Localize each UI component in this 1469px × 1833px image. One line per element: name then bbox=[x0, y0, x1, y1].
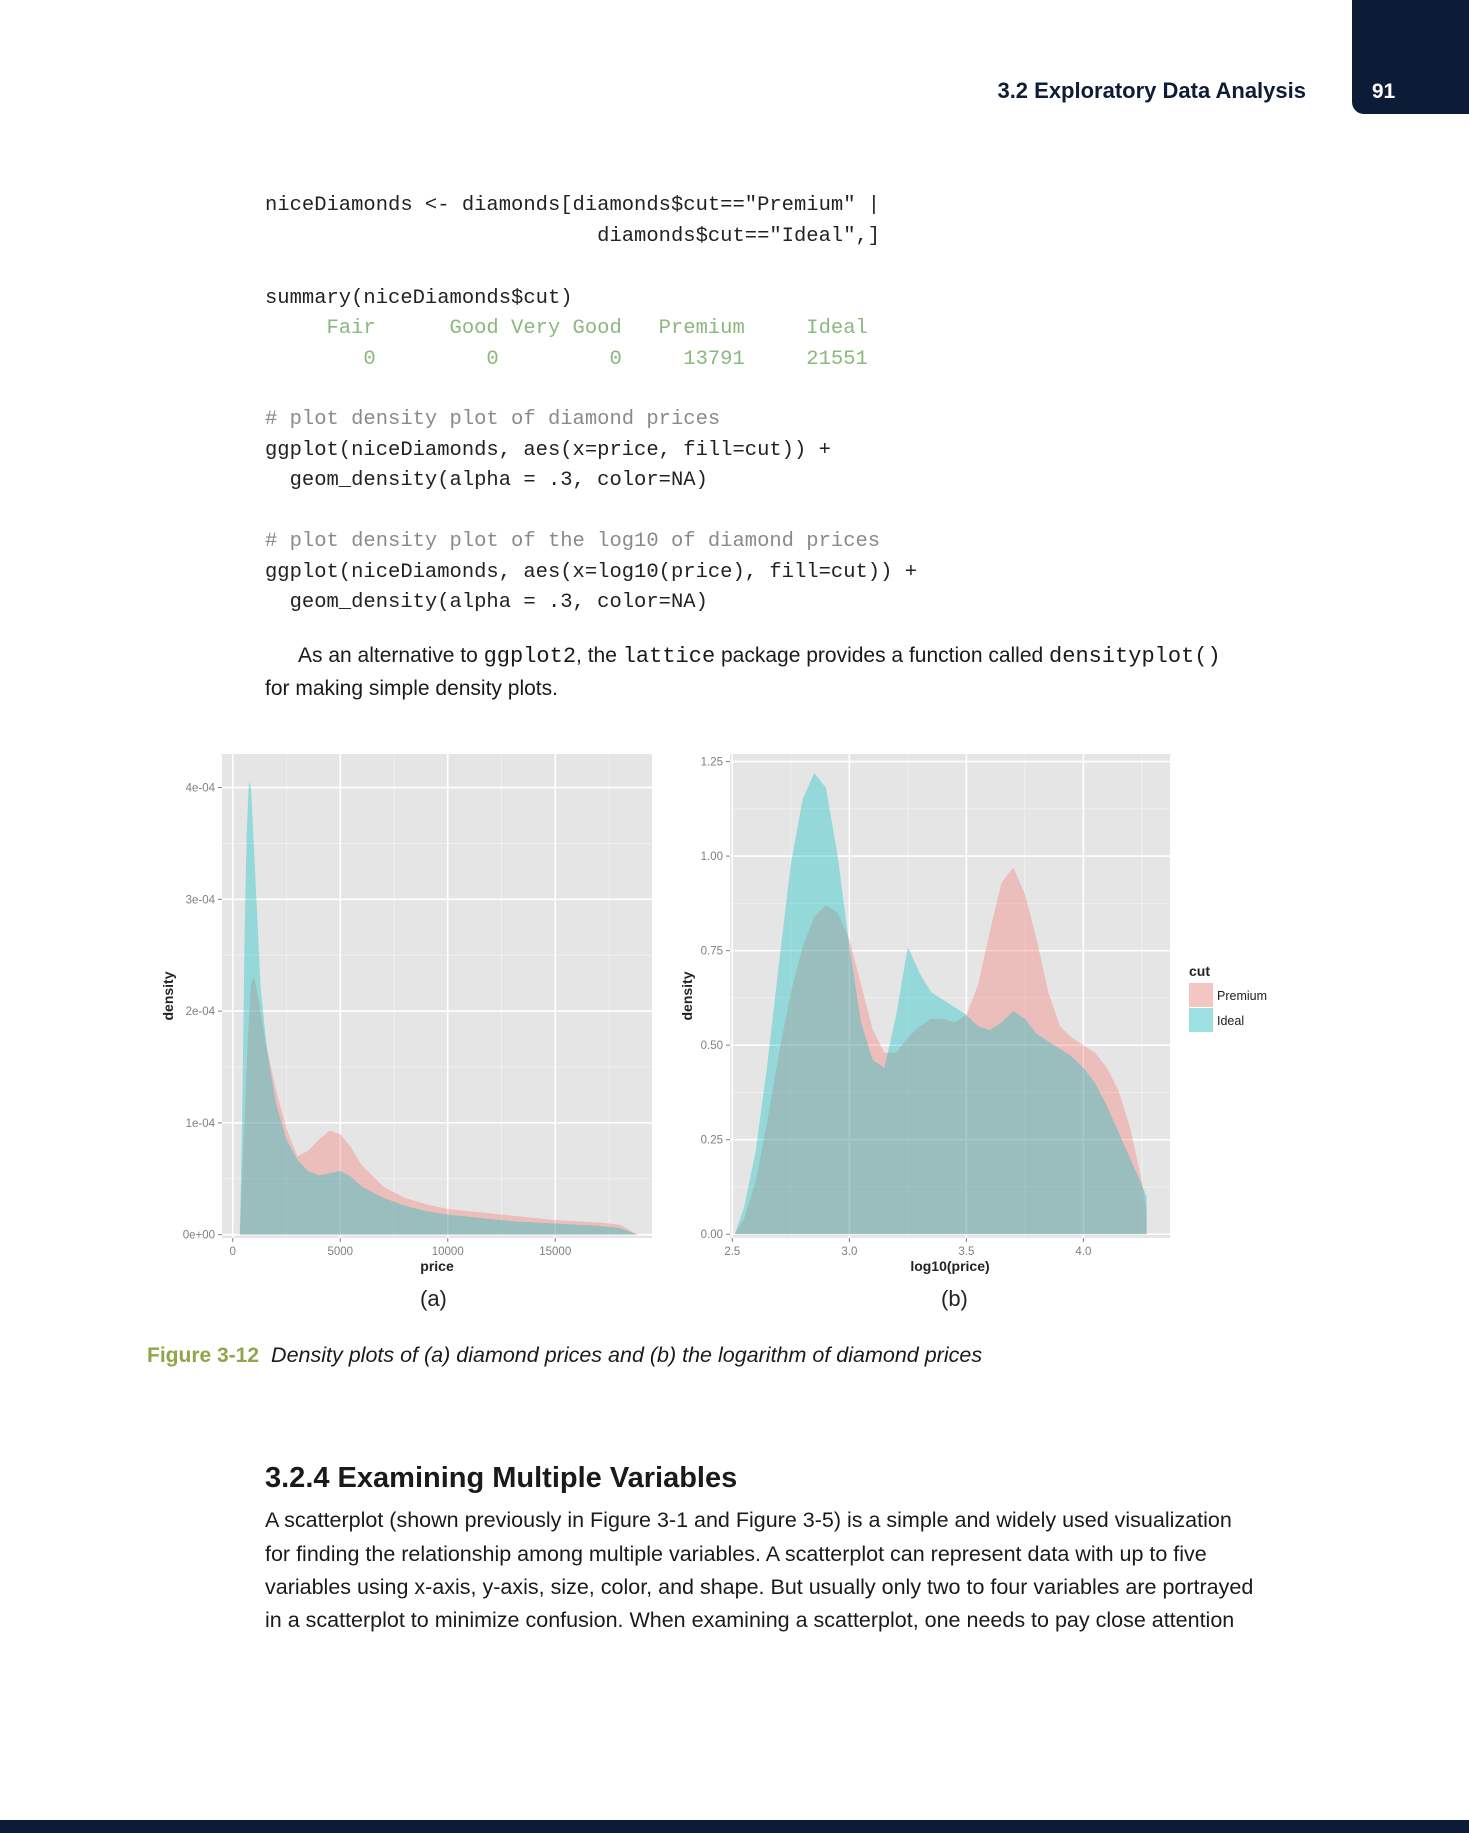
price-chart-x-tick-label: 15000 bbox=[539, 1246, 571, 1258]
page-number-tab bbox=[1352, 0, 1469, 114]
price-chart-x-tick-label: 10000 bbox=[432, 1246, 464, 1258]
density-figure: 0 5000 10000 15000 0e+00 1e-04 2e-04 3e-04 4e-04… bbox=[160, 754, 1267, 1274]
price-chart-y-tick-label: 4e-04 bbox=[186, 783, 216, 795]
paragraph-line-2: for making simple density plots. bbox=[265, 677, 558, 700]
code-comment: # plot density plot of the log10 of diam… bbox=[265, 530, 881, 553]
running-header-title: 3.2 Exploratory Data Analysis bbox=[997, 78, 1306, 103]
section-heading: 3.2.4 Examining Multiple Variables bbox=[265, 1462, 738, 1494]
log-price-chart-x-tick-label: 3.0 bbox=[841, 1246, 857, 1258]
figure-caption: Figure 3-12 Density plots of (a) diamond … bbox=[147, 1343, 982, 1368]
log-price-chart-y-tick-label: 0.75 bbox=[701, 946, 723, 958]
log-price-chart-x-axis-label: log10(price) bbox=[910, 1258, 989, 1274]
legend-swatch-premium bbox=[1189, 983, 1213, 1007]
paragraph-text: As an alternative to bbox=[298, 644, 484, 667]
code-line: summary(niceDiamonds$cut) bbox=[265, 287, 573, 310]
code-line: niceDiamonds <- diamonds[diamonds$cut=="… bbox=[265, 194, 881, 217]
body-text-line: in a scatterplot to minimize confusion. … bbox=[265, 1608, 1235, 1632]
price-chart-y-tick-label: 3e-04 bbox=[186, 894, 216, 906]
code-line: diamonds$cut=="Ideal",] bbox=[265, 225, 881, 248]
footer-bar bbox=[0, 1820, 1469, 1833]
chart-legend: cut Premium Ideal bbox=[1189, 963, 1267, 1032]
code-output-line: Fair Good Very Good Premium Ideal bbox=[265, 317, 868, 340]
legend-title: cut bbox=[1189, 963, 1210, 979]
panel-a-label: (a) bbox=[420, 1286, 447, 1311]
legend-key-bg bbox=[1189, 1008, 1213, 1032]
inline-code: densityplot() bbox=[1049, 644, 1221, 669]
price-chart-density-area-ideal bbox=[239, 781, 638, 1235]
log-price-chart-y-tick-label: 0.50 bbox=[701, 1040, 723, 1052]
log-price-chart-y-tick-label: 0.00 bbox=[701, 1229, 723, 1241]
legend-swatch-ideal bbox=[1189, 1008, 1213, 1032]
log-price-chart-x-tick-label: 2.5 bbox=[724, 1246, 740, 1258]
log-price-chart-density-area-premium bbox=[734, 867, 1147, 1235]
code-line: geom_density(alpha = .3, color=NA) bbox=[265, 591, 708, 614]
density-chart-price: 0 5000 10000 15000 0e+00 1e-04 2e-04 3e-04 4e-04… bbox=[160, 754, 652, 1274]
log-price-chart-panel-background bbox=[730, 754, 1170, 1238]
log-price-chart-density-area-ideal bbox=[734, 772, 1147, 1235]
code-line: ggplot(niceDiamonds, aes(x=price, fill=c… bbox=[265, 439, 831, 462]
code-line: ggplot(niceDiamonds, aes(x=log10(price),… bbox=[265, 561, 918, 584]
panel-b-label: (b) bbox=[941, 1286, 968, 1311]
code-line: geom_density(alpha = .3, color=NA) bbox=[265, 469, 708, 492]
price-chart-x-axis-label: price bbox=[420, 1258, 454, 1274]
log-price-chart-x-tick-label: 4.0 bbox=[1075, 1246, 1091, 1258]
figure-caption-text: Density plots of (a) diamond prices and … bbox=[271, 1343, 983, 1367]
log-price-chart-y-axis-label: density bbox=[679, 971, 695, 1020]
code-comment: # plot density plot of diamond prices bbox=[265, 408, 721, 431]
legend-key-bg bbox=[1189, 983, 1213, 1007]
price-chart-panel-background bbox=[222, 754, 652, 1238]
price-chart-density-area-premium bbox=[239, 977, 638, 1235]
inline-code: ggplot2 bbox=[483, 644, 577, 669]
figure-label: Figure 3-12 bbox=[147, 1344, 260, 1367]
log-price-chart-y-tick-label: 1.25 bbox=[701, 757, 723, 769]
paragraph-text: package provides a function called bbox=[715, 644, 1050, 667]
log-price-chart-y-tick-label: 1.00 bbox=[701, 851, 723, 863]
price-chart-x-tick-label: 5000 bbox=[327, 1246, 353, 1258]
page-number: 91 bbox=[1371, 80, 1396, 103]
price-chart-y-axis-label: density bbox=[160, 971, 176, 1020]
log-price-chart-y-tick-label: 0.25 bbox=[701, 1135, 723, 1147]
price-chart-y-tick-label: 0e+00 bbox=[183, 1230, 215, 1242]
body-text-line: for finding the relationship among multi… bbox=[265, 1542, 1207, 1566]
log-price-chart-x-tick-label: 3.5 bbox=[958, 1246, 974, 1258]
inline-code: lattice bbox=[622, 644, 716, 669]
code-output-line: 0 0 0 13791 21551 bbox=[265, 348, 868, 371]
paragraph-line-1: As an alternative to ggplot2, the lattic… bbox=[298, 644, 1221, 669]
price-chart-y-tick-label: 1e-04 bbox=[186, 1118, 216, 1130]
paragraph-text: , the bbox=[576, 644, 623, 667]
density-chart-log-price: 2.5 3.0 3.5 4.0 0.00 0.25 0.50 0.75 1.00 1.25 log1… bbox=[679, 754, 1170, 1274]
legend-label-ideal: Ideal bbox=[1217, 1014, 1244, 1028]
legend-label-premium: Premium bbox=[1217, 989, 1267, 1003]
price-chart-x-tick-label: 0 bbox=[230, 1246, 236, 1258]
body-text-line: A scatterplot (shown previously in Figur… bbox=[265, 1508, 1232, 1532]
price-chart-y-tick-label: 2e-04 bbox=[186, 1006, 216, 1018]
body-text-line: variables using x-axis, y-axis, size, co… bbox=[265, 1575, 1254, 1599]
